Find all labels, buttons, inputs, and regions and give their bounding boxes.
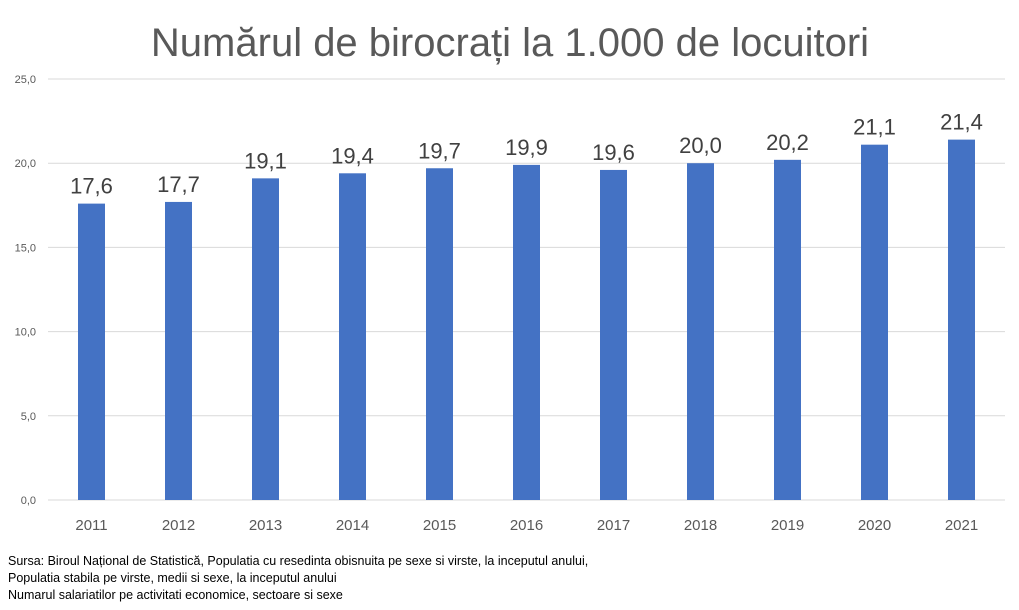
data-label: 21,4 bbox=[940, 110, 983, 135]
y-axis: 0,0 5,0 10,0 15,0 20,0 25,0 bbox=[15, 74, 36, 507]
x-tick-label: 2011 bbox=[75, 517, 107, 534]
bar-2019 bbox=[774, 159, 801, 500]
x-tick-label: 2021 bbox=[945, 517, 978, 534]
data-label: 19,1 bbox=[244, 148, 287, 173]
bar-2017 bbox=[600, 169, 627, 500]
bar-2020 bbox=[861, 144, 888, 500]
source-note: Sursa: Biroul Național de Statistică, Po… bbox=[8, 553, 588, 604]
source-line: Populatia stabila pe virste, medii si se… bbox=[8, 571, 337, 585]
bar-2018 bbox=[687, 163, 714, 500]
source-line: Sursa: Biroul Național de Statistică, Po… bbox=[8, 554, 589, 568]
data-label: 20,0 bbox=[679, 133, 722, 158]
data-label: 17,6 bbox=[70, 174, 113, 199]
y-tick-label: 10,0 bbox=[15, 327, 36, 339]
x-tick-label: 2018 bbox=[684, 517, 717, 534]
y-tick-label: 0,0 bbox=[21, 495, 36, 507]
data-label: 19,9 bbox=[505, 135, 548, 160]
x-axis: 2011 2012 2013 2014 2015 2016 2017 2018 2019 2020… bbox=[75, 517, 978, 534]
x-tick-label: 2015 bbox=[423, 517, 456, 534]
bar-2016 bbox=[513, 164, 540, 500]
data-label: 21,1 bbox=[853, 115, 896, 140]
x-tick-label: 2016 bbox=[510, 517, 543, 534]
source-line: Numarul salariatilor pe activitati econo… bbox=[8, 588, 343, 602]
data-label: 17,7 bbox=[157, 172, 200, 197]
y-tick-label: 25,0 bbox=[15, 74, 36, 86]
bar-2011 bbox=[78, 203, 105, 500]
y-tick-label: 15,0 bbox=[15, 242, 36, 254]
y-tick-label: 20,0 bbox=[15, 158, 36, 170]
data-label: 19,4 bbox=[331, 143, 374, 168]
bar-chart: Numărul de birocrați la 1.000 de locuito… bbox=[15, 21, 1005, 534]
bar-2012 bbox=[165, 201, 192, 500]
bar-2013 bbox=[252, 178, 279, 500]
data-label: 19,6 bbox=[592, 140, 635, 165]
bar-2015 bbox=[426, 168, 453, 500]
chart-title: Numărul de birocrați la 1.000 de locuito… bbox=[151, 21, 869, 65]
x-tick-label: 2017 bbox=[597, 517, 630, 534]
data-labels: 17,6 17,7 19,1 19,4 19,7 19,9 19,6 20,0 20,2 21,1… bbox=[70, 110, 983, 199]
x-tick-label: 2012 bbox=[162, 517, 195, 534]
bar-2021 bbox=[948, 139, 975, 500]
data-label: 19,7 bbox=[418, 138, 461, 163]
bar-2014 bbox=[339, 173, 366, 500]
x-tick-label: 2019 bbox=[771, 517, 804, 534]
y-tick-label: 5,0 bbox=[21, 411, 36, 423]
x-tick-label: 2014 bbox=[336, 517, 369, 534]
x-tick-label: 2013 bbox=[249, 517, 282, 534]
bars bbox=[78, 139, 975, 500]
x-tick-label: 2020 bbox=[858, 517, 891, 534]
data-label: 20,2 bbox=[766, 130, 809, 155]
